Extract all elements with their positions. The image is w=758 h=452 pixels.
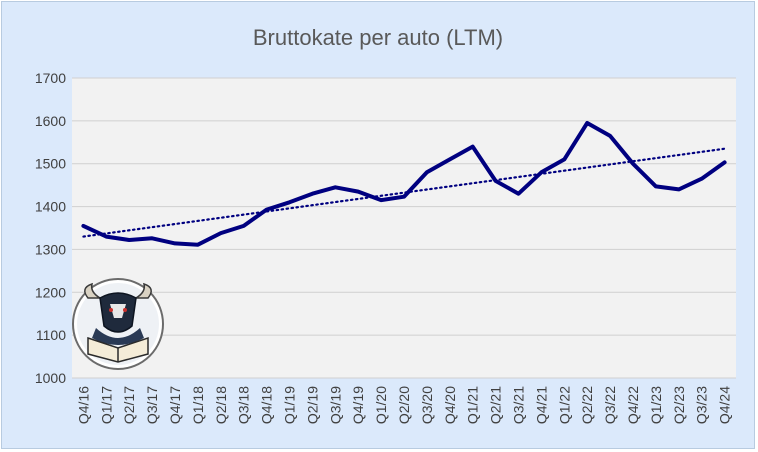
x-tick-label: Q2/23 [671, 386, 687, 424]
data-point [585, 121, 589, 125]
x-tick-label: Q3/18 [236, 386, 252, 424]
y-tick-label: 1100 [36, 327, 66, 343]
data-point [242, 224, 246, 228]
y-tick-label: 1600 [35, 113, 66, 129]
x-tick-label: Q2/17 [121, 386, 137, 424]
trendline [82, 147, 726, 238]
x-tick-label: Q4/17 [167, 386, 183, 424]
x-tick-label: Q4/19 [350, 386, 366, 424]
data-point [471, 145, 475, 149]
y-tick-label: 1400 [35, 199, 66, 215]
data-point [723, 160, 727, 164]
plot-area [72, 78, 736, 378]
y-tick-label: 1500 [35, 156, 66, 172]
x-tick-label: Q1/23 [648, 386, 664, 424]
x-tick-label: Q3/20 [419, 386, 435, 424]
y-tick-label: 1700 [35, 70, 66, 86]
y-axis-ticks: 1000 1100 1200 1300 1400 1500 1600 1700 [35, 70, 66, 386]
data-point [516, 192, 520, 196]
data-point [173, 241, 177, 245]
x-tick-label: Q4/18 [259, 386, 275, 424]
x-tick-label: Q3/21 [510, 386, 526, 424]
data-point [494, 179, 498, 183]
trendline-path [82, 147, 726, 238]
x-tick-label: Q3/23 [694, 386, 710, 424]
data-point [654, 184, 658, 188]
x-tick-label: Q4/21 [533, 386, 549, 424]
x-tick-label: Q2/21 [488, 386, 504, 424]
gridlines [72, 77, 736, 379]
data-point [333, 185, 337, 189]
data-point [288, 200, 292, 204]
data-point [356, 190, 360, 194]
data-point [219, 231, 223, 235]
data-point [150, 236, 154, 240]
data-point [448, 157, 452, 161]
x-tick-label: Q1/17 [98, 386, 114, 424]
bull-reading-book-icon [72, 278, 164, 370]
data-point [127, 238, 131, 242]
x-tick-label: Q4/20 [442, 386, 458, 424]
y-tick-label: 1200 [35, 284, 66, 300]
x-tick-label: Q3/17 [144, 386, 160, 424]
x-axis-ticks: Q4/16 Q1/17 Q2/17 Q3/17 Q4/17 Q1/18 Q2/18 Q3/18… [75, 386, 732, 424]
x-tick-label: Q1/20 [373, 386, 389, 424]
x-tick-label: Q2/19 [304, 386, 320, 424]
x-tick-label: Q1/22 [556, 386, 572, 424]
data-point [310, 192, 314, 196]
data-point [265, 208, 269, 212]
x-tick-label: Q2/18 [213, 386, 229, 424]
x-tick-label: Q1/21 [465, 386, 481, 424]
x-tick-label: Q4/22 [625, 386, 641, 424]
data-point [700, 177, 704, 181]
x-tick-label: Q4/24 [717, 386, 733, 424]
x-tick-label: Q3/22 [602, 386, 618, 424]
x-tick-label: Q4/16 [75, 386, 91, 424]
data-point [539, 170, 543, 174]
data-point [608, 134, 612, 138]
x-tick-label: Q2/20 [396, 386, 412, 424]
data-point [425, 170, 429, 174]
x-tick-label: Q3/19 [327, 386, 343, 424]
data-point [81, 224, 85, 228]
data-point [402, 195, 406, 199]
x-tick-label: Q1/19 [282, 386, 298, 424]
data-point [631, 162, 635, 166]
data-point [379, 198, 383, 202]
data-point [196, 243, 200, 247]
x-tick-label: Q2/22 [579, 386, 595, 424]
data-point [104, 235, 108, 239]
chart-title: Bruttokate per auto (LTM) [253, 25, 503, 50]
data-point [562, 157, 566, 161]
series-lines [81, 121, 727, 247]
y-tick-label: 1000 [35, 370, 66, 386]
y-tick-label: 1300 [35, 241, 66, 257]
data-point [677, 187, 681, 191]
x-tick-label: Q1/18 [190, 386, 206, 424]
